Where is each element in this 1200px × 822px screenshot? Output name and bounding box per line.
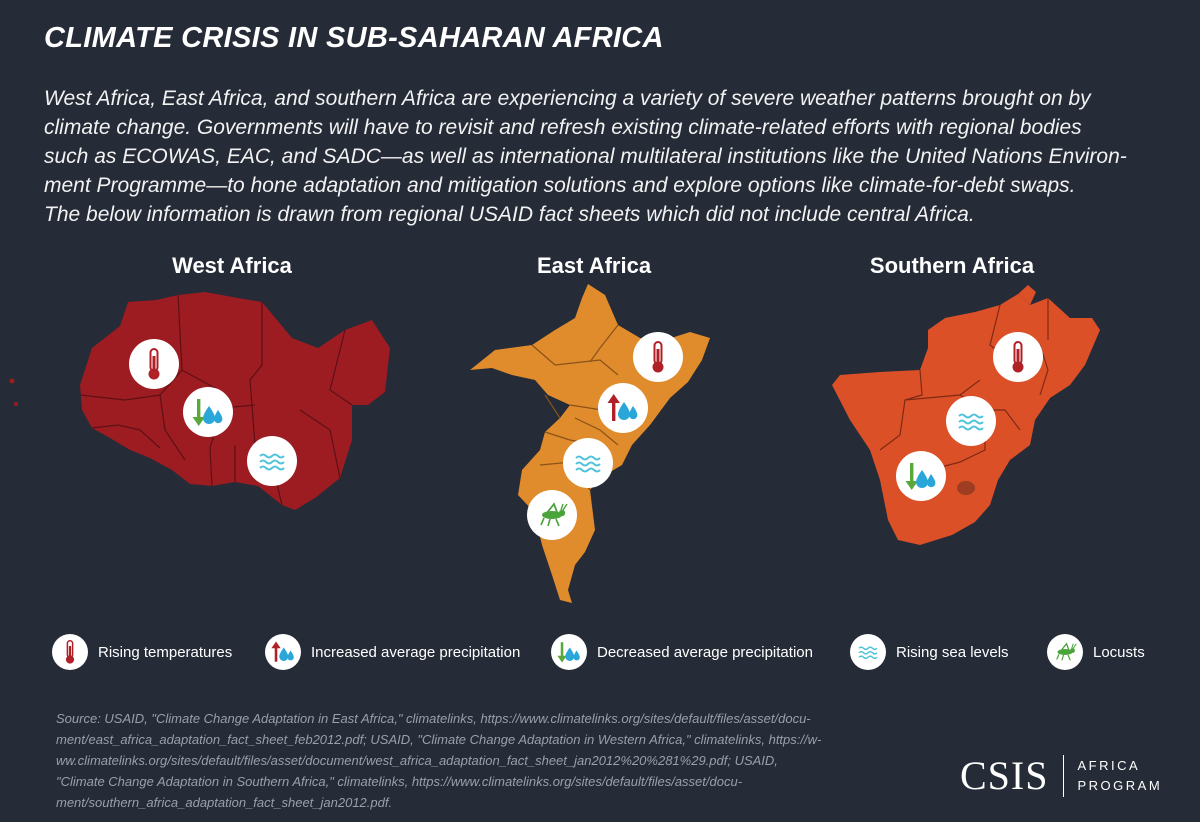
page-title: CLIMATE CRISIS IN SUB-SAHARAN AFRICA [44,22,664,54]
legend-item-rising-sea-levels: Rising sea levels [850,632,1009,672]
source-line: ment/east_africa_adaptation_fact_sheet_f… [56,732,822,747]
west-decreased-precipitation-badge [183,387,233,437]
intro-line: The below information is drawn from regi… [44,203,975,226]
legend-label: Decreased average precipitation [597,643,813,661]
legend-item-decreased-precipitation: Decreased average precipitation [551,632,813,672]
intro-line: climate change. Governments will have to… [44,116,1082,139]
region-title-southern-africa: Southern Africa [869,253,1035,278]
legend-item-increased-precipitation: Increased average precipitation [265,632,520,672]
legend-label: Rising sea levels [896,643,1009,661]
source-line: "Climate Change Adaptation in Southern A… [56,774,743,789]
logo-csis: CSIS [960,753,1049,798]
south-decreased-precipitation-badge [896,451,946,501]
sea-level-icon [850,634,886,670]
source-line: Source: USAID, "Climate Change Adaptatio… [56,711,811,726]
east-locust-badge [527,490,577,540]
thermometer-icon [52,634,88,670]
decreased-precipitation-icon [551,634,587,670]
source-line: ww.climatelinks.org/sites/default/files/… [56,753,778,768]
logo-line-program: PROGRAM [1077,777,1163,793]
logo-line-africa: AFRICA [1077,757,1141,773]
region-title-east-africa: East Africa [536,253,652,278]
intro-line: such as ECOWAS, EAC, and SADC—as well as… [44,145,1127,168]
legend-item-locusts: Locusts [1047,632,1145,672]
intro-line: ment Programme—to hone adaptation and mi… [44,174,1076,197]
east-thermometer-badge [633,332,683,382]
west-sea-level-badge [247,436,297,486]
locust-icon [1047,634,1083,670]
legend-label: Locusts [1093,643,1145,661]
region-title-west-africa: West Africa [172,253,292,278]
west-thermometer-badge [129,339,179,389]
south-thermometer-badge [993,332,1043,382]
logo-divider [1062,754,1064,797]
source-note: Source: USAID, "Climate Change Adaptatio… [56,708,936,813]
csis-africa-program-logo: CSIS AFRICA PROGRAM [960,752,1162,799]
intro-paragraph: West Africa, East Africa, and southern A… [44,84,1164,229]
maps-graphic [9,284,1100,603]
south-sea-level-badge [946,396,996,446]
east-sea-level-badge [563,438,613,488]
east-increased-precipitation-badge [598,383,648,433]
intro-line: West Africa, East Africa, and southern A… [44,87,1091,110]
legend-label: Increased average precipitation [311,643,521,661]
legend-item-rising-temperatures: Rising temperatures [52,632,232,672]
source-line: ment/southern_africa_adaptation_fact_she… [56,795,393,810]
logo-subtitle: AFRICA PROGRAM [1078,756,1163,796]
legend-label: Rising temperatures [98,643,233,661]
increased-precipitation-icon [265,634,301,670]
